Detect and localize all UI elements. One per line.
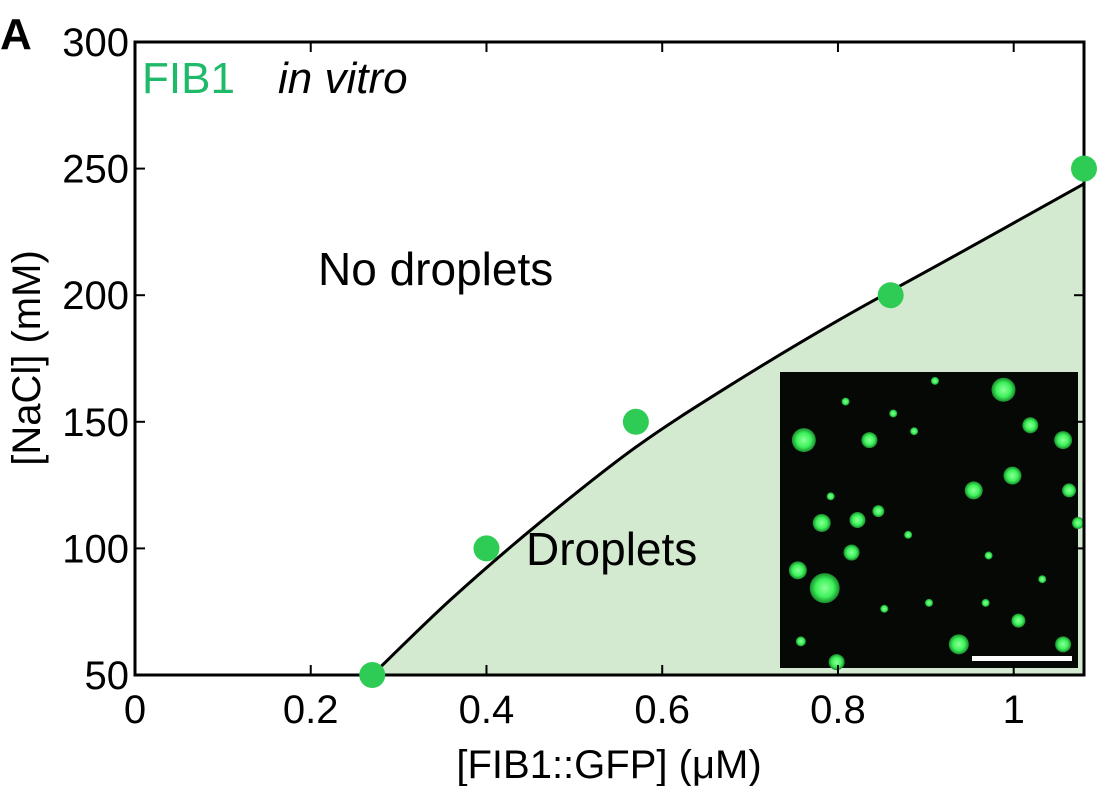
data-point <box>1071 155 1097 182</box>
y-tick-label: 200 <box>62 274 129 318</box>
x-tick-label: 0.4 <box>459 688 515 732</box>
inset-droplet <box>795 636 806 647</box>
y-tick-label: 300 <box>62 21 129 65</box>
inset-droplet <box>812 513 831 532</box>
inset-droplet <box>809 573 840 604</box>
y-axis-ticks: 50 100 150 200 250 300 <box>62 21 1084 698</box>
x-tick-label: 1 <box>1003 688 1025 732</box>
x-tick-label: 0 <box>124 688 146 732</box>
x-tick-label: 0.2 <box>283 688 339 732</box>
y-tick-label: 150 <box>62 401 129 445</box>
inset-droplet <box>826 492 835 501</box>
inset-droplet <box>791 428 816 453</box>
inset-droplet <box>828 654 845 671</box>
inset-droplet <box>788 561 807 580</box>
inset-droplet <box>1054 431 1073 450</box>
inset-droplet <box>948 634 969 655</box>
y-tick-label: 250 <box>62 148 129 192</box>
phase-boundary-curve <box>371 182 1085 677</box>
inset-droplet <box>964 481 983 500</box>
inset-droplet <box>925 598 933 607</box>
inset-droplet <box>843 544 860 561</box>
inset-droplet <box>904 530 913 539</box>
inset-droplet <box>1038 575 1047 584</box>
chart-title-italic: in vitro <box>278 54 408 103</box>
y-tick-label: 100 <box>62 527 129 571</box>
inset-droplet <box>1055 636 1072 653</box>
inset-droplet <box>1022 417 1039 434</box>
region-label-no-droplets: No droplets <box>318 243 553 295</box>
data-point <box>473 535 500 562</box>
micrograph-inset <box>780 372 1084 671</box>
panel-label: A <box>0 10 32 59</box>
inset-droplet <box>1011 613 1026 628</box>
x-tick-label: 0.8 <box>810 688 866 732</box>
data-point <box>622 408 649 435</box>
x-tick-label: 0.6 <box>634 688 690 732</box>
inset-droplet <box>1072 516 1084 529</box>
inset-droplet <box>841 397 850 406</box>
y-axis-label: [NaCl] (mM) <box>5 250 49 466</box>
inset-droplet <box>872 505 885 518</box>
inset-droplet <box>910 427 919 436</box>
x-axis-label: [FIB1::GFP] (μM) <box>456 743 761 786</box>
inset-droplet <box>880 604 889 613</box>
inset-droplet <box>1003 466 1022 485</box>
data-points <box>359 155 1097 688</box>
data-point <box>359 662 386 688</box>
inset-droplet <box>861 432 878 449</box>
inset-droplet <box>849 512 866 528</box>
region-label-droplets: Droplets <box>526 523 697 575</box>
inset-droplet <box>930 376 939 385</box>
plot-frame <box>133 40 1086 677</box>
inset-droplet <box>984 551 993 560</box>
x-axis-ticks: 0 0.2 0.4 0.6 0.8 1 <box>124 42 1025 732</box>
y-tick-label: 50 <box>85 654 130 698</box>
scale-bar <box>972 656 1072 661</box>
inset-droplet <box>981 598 990 607</box>
chart-title-accent: FIB1 <box>142 54 235 103</box>
inset-droplet <box>991 377 1016 402</box>
inset-droplet <box>1062 483 1077 498</box>
inset-droplet <box>889 409 898 418</box>
data-point <box>877 282 904 309</box>
